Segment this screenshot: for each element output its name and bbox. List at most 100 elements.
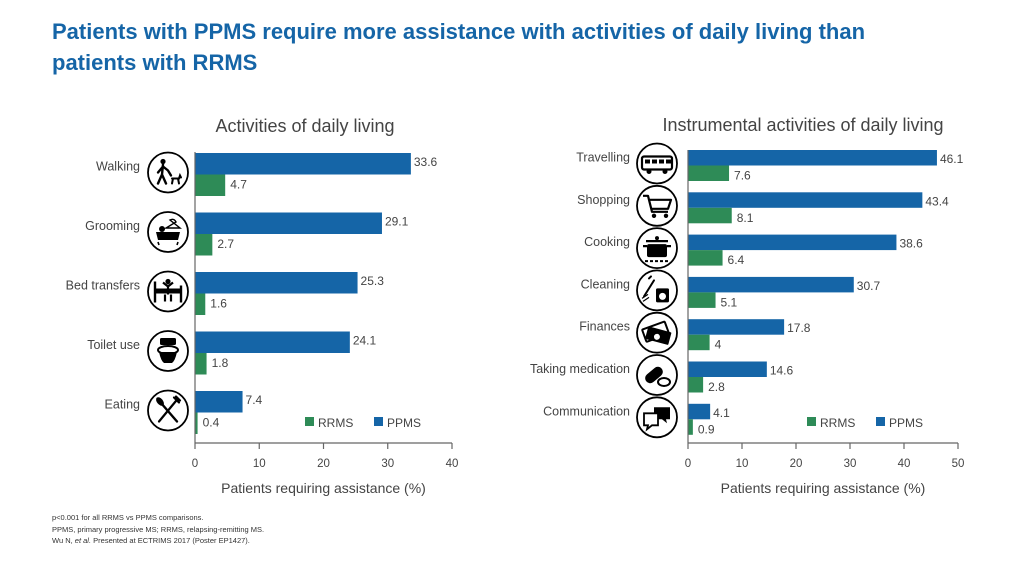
bar-group: 25.3 1.6 Bed transfers <box>66 270 385 315</box>
x-tick-label: 20 <box>317 458 330 470</box>
footnotes: p<0.001 for all RRMS vs PPMS comparisons… <box>52 512 264 547</box>
category-label: Taking medication <box>530 362 630 376</box>
x-tick-label: 20 <box>790 458 803 470</box>
data-label-rrms: 2.7 <box>217 237 234 251</box>
cooking-pot-icon <box>636 227 678 270</box>
x-tick-label: 0 <box>192 458 198 470</box>
bar-group: 7.4 0.4 Eating <box>105 389 263 434</box>
category-label: Cooking <box>584 235 630 249</box>
bar-ppms <box>688 403 711 420</box>
footnote-abbreviations: PPMS, primary progressive MS; RRMS, rela… <box>52 524 265 534</box>
x-tick-label: 10 <box>736 458 749 470</box>
legend-swatch-ppms <box>374 417 383 426</box>
bar-group: 24.1 1.8 Toilet use <box>87 330 377 375</box>
data-label-ppms: 46.1 <box>940 152 964 166</box>
bar-rrms <box>195 293 206 315</box>
legend-label-ppms: PPMS <box>387 416 421 430</box>
bar-ppms <box>688 319 785 335</box>
data-label-ppms: 30.7 <box>857 279 881 293</box>
cleaning-icon <box>636 269 678 312</box>
bar-ppms <box>688 361 767 377</box>
adl-chart: Activities of daily living 33.6 4.7 Walking… <box>66 116 459 496</box>
bar-rrms <box>195 174 226 196</box>
eating-utensils-icon <box>147 389 189 432</box>
category-label: Finances <box>579 320 630 334</box>
bar-group: 46.1 7.6 Travelling <box>576 142 964 185</box>
bar-rrms <box>688 334 710 351</box>
x-tick-label: 40 <box>898 458 911 470</box>
data-label-ppms: 29.1 <box>385 215 409 229</box>
category-label: Eating <box>105 398 140 412</box>
bar-rrms <box>195 353 207 375</box>
bus-icon <box>636 142 678 185</box>
bar-ppms <box>688 234 897 251</box>
category-label: Grooming <box>85 219 140 233</box>
x-axis-label: Patients requiring assistance (%) <box>221 480 426 496</box>
x-tick-label: 50 <box>952 458 965 470</box>
chat-icon <box>636 396 678 439</box>
x-axis-label: Patients requiring assistance (%) <box>721 480 926 496</box>
footnote-significance: p<0.001 for all RRMS vs PPMS comparisons… <box>52 513 204 522</box>
legend: RRMS PPMS <box>807 416 923 430</box>
bar-ppms <box>195 391 243 413</box>
footnote-citation: Wu N, et al. Presented at ECTRIMS 2017 (… <box>52 535 264 547</box>
bar-group: 30.7 5.1 Cleaning <box>581 269 881 312</box>
data-label-rrms: 1.6 <box>210 297 227 311</box>
data-label-ppms: 38.6 <box>899 237 923 251</box>
data-label-ppms: 7.4 <box>246 393 263 407</box>
bar-group: 17.8 4 Finances <box>579 311 811 354</box>
data-label-ppms: 4.1 <box>713 406 730 420</box>
money-icon <box>636 311 678 354</box>
legend-label-rrms: RRMS <box>820 416 855 430</box>
x-tick-label: 0 <box>685 458 691 470</box>
shopping-cart-icon <box>636 184 678 227</box>
legend-swatch-rrms <box>807 417 816 426</box>
bar-group: 29.1 2.7 Grooming <box>85 211 409 256</box>
chart-title: Activities of daily living <box>215 116 394 136</box>
citation-rest: Presented at ECTRIMS 2017 (Poster EP1427… <box>91 536 250 545</box>
bar-group: 4.1 0.9 Communication <box>543 396 730 439</box>
category-label: Shopping <box>577 193 630 207</box>
x-tick-label: 40 <box>446 458 459 470</box>
bar-ppms <box>688 276 854 293</box>
bar-ppms <box>195 153 411 175</box>
pill-icon <box>636 354 678 396</box>
grooming-bath-icon <box>147 211 189 253</box>
category-label: Communication <box>543 404 630 418</box>
data-label-rrms: 1.8 <box>212 356 229 370</box>
category-label: Cleaning <box>581 277 630 291</box>
data-label-rrms: 4 <box>715 338 722 352</box>
bar-ppms <box>688 150 937 166</box>
bar-rrms <box>688 377 704 393</box>
walking-dog-icon <box>147 151 189 194</box>
data-label-rrms: 2.8 <box>708 380 725 394</box>
data-label-rrms: 7.6 <box>734 169 751 183</box>
citation-authors: Wu N, <box>52 536 75 545</box>
bar-rrms <box>195 412 198 434</box>
bar-group: 43.4 8.1 Shopping <box>577 184 949 227</box>
category-label: Toilet use <box>87 338 140 352</box>
bar-ppms <box>195 212 382 234</box>
iadl-chart: Instrumental activities of daily living 4… <box>530 115 964 496</box>
data-label-rrms: 8.1 <box>737 211 754 225</box>
bar-rrms <box>195 234 213 256</box>
citation-etal: et al. <box>74 536 92 545</box>
legend: RRMS PPMS <box>305 416 421 430</box>
data-label-rrms: 6.4 <box>728 253 745 267</box>
data-label-ppms: 14.6 <box>770 364 794 378</box>
bar-group: 38.6 6.4 Cooking <box>584 227 923 270</box>
data-label-rrms: 0.4 <box>203 416 220 430</box>
data-label-rrms: 0.9 <box>698 422 715 436</box>
data-label-ppms: 25.3 <box>361 274 385 288</box>
x-tick-label: 10 <box>253 458 266 470</box>
data-label-rrms: 5.1 <box>721 295 738 309</box>
category-label: Travelling <box>576 151 630 165</box>
data-label-ppms: 33.6 <box>414 155 438 169</box>
legend-swatch-rrms <box>305 417 314 426</box>
chart-title: Instrumental activities of daily living <box>662 115 943 135</box>
data-label-ppms: 17.8 <box>787 321 811 335</box>
bar-group: 33.6 4.7 Walking <box>96 151 438 196</box>
data-label-ppms: 24.1 <box>353 334 377 348</box>
x-tick-label: 30 <box>844 458 857 470</box>
